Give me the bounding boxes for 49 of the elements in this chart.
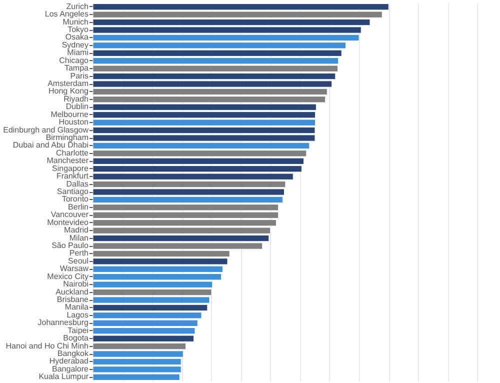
y-tick-label: Sydney [62,40,88,50]
y-tick-label: Amsterdam [48,79,89,88]
y-tick-label: Manila [64,302,90,312]
y-tick-label: Paris [70,71,88,80]
y-tick-label: Houston [58,118,88,127]
y-tick-label: Hanoi and Ho Chi Minh [6,341,88,350]
y-tick-label: Milan [69,233,88,242]
y-tick-label: Singapore [52,164,90,173]
y-tick-label: Charlotte [56,148,90,158]
y-tick-label: Frankfurt [56,172,90,181]
y-tick-label: Munich [62,17,88,26]
y-tick-label: Brisbane [56,295,90,304]
y-tick-label: Riyadh [64,94,88,104]
y-tick-label: Edinburgh and Glasgow [3,125,89,134]
y-tick-label: Chicago [59,56,90,65]
y-tick-label: Johannesburg [38,318,88,328]
y-tick-label: Zurich [66,2,88,11]
y-tick-label: Tokyo [68,25,90,34]
y-tick-label: Birmingham [46,133,89,142]
y-tick-label: Bangalore [52,364,90,374]
y-tick-label: Hong Kong [48,86,88,96]
y-tick-label: Perth [69,248,88,258]
y-tick-label: Dubai and Abu Dhabi [12,140,89,150]
y-tick-label: Tampa [64,64,90,73]
y-tick-label: Dublin [66,102,88,112]
y-tick-label: Los Angeles [44,10,88,19]
y-tick-label: Montevideo [47,218,90,227]
y-tick-label: Warsaw [60,264,89,274]
y-tick-label: Toronto [62,194,90,204]
y-tick-label: Mexico City [47,272,88,281]
y-tick-label: Kuala Lumpur [38,372,89,382]
y-tick-label: Dallas [66,179,88,188]
y-tick-label: Hyderabad [49,356,88,366]
y-tick-label: São Paulo [52,241,90,250]
y-tick-label: Bangkok [57,349,90,358]
y-tick-label: Vancouver [50,210,89,220]
y-tick-label: Osaka [65,32,90,42]
y-tick-label: Auckland [56,287,88,296]
y-tick-label: Miami [67,48,89,58]
y-tick-label: Lagos [66,310,88,320]
y-tick-label: Madrid [64,226,88,235]
y-tick-label: Nairobi [63,280,89,289]
y-tick-label: Taipei [68,326,89,335]
y-tick-label: Berlin [68,202,88,212]
y-tick-label: Santiago [56,187,90,196]
y-tick-label: Melbourne [50,110,90,119]
y-tick-label: Seoul [68,256,89,266]
y-tick-label: Bogota [63,334,90,343]
y-tick-label: Manchester [46,156,89,166]
